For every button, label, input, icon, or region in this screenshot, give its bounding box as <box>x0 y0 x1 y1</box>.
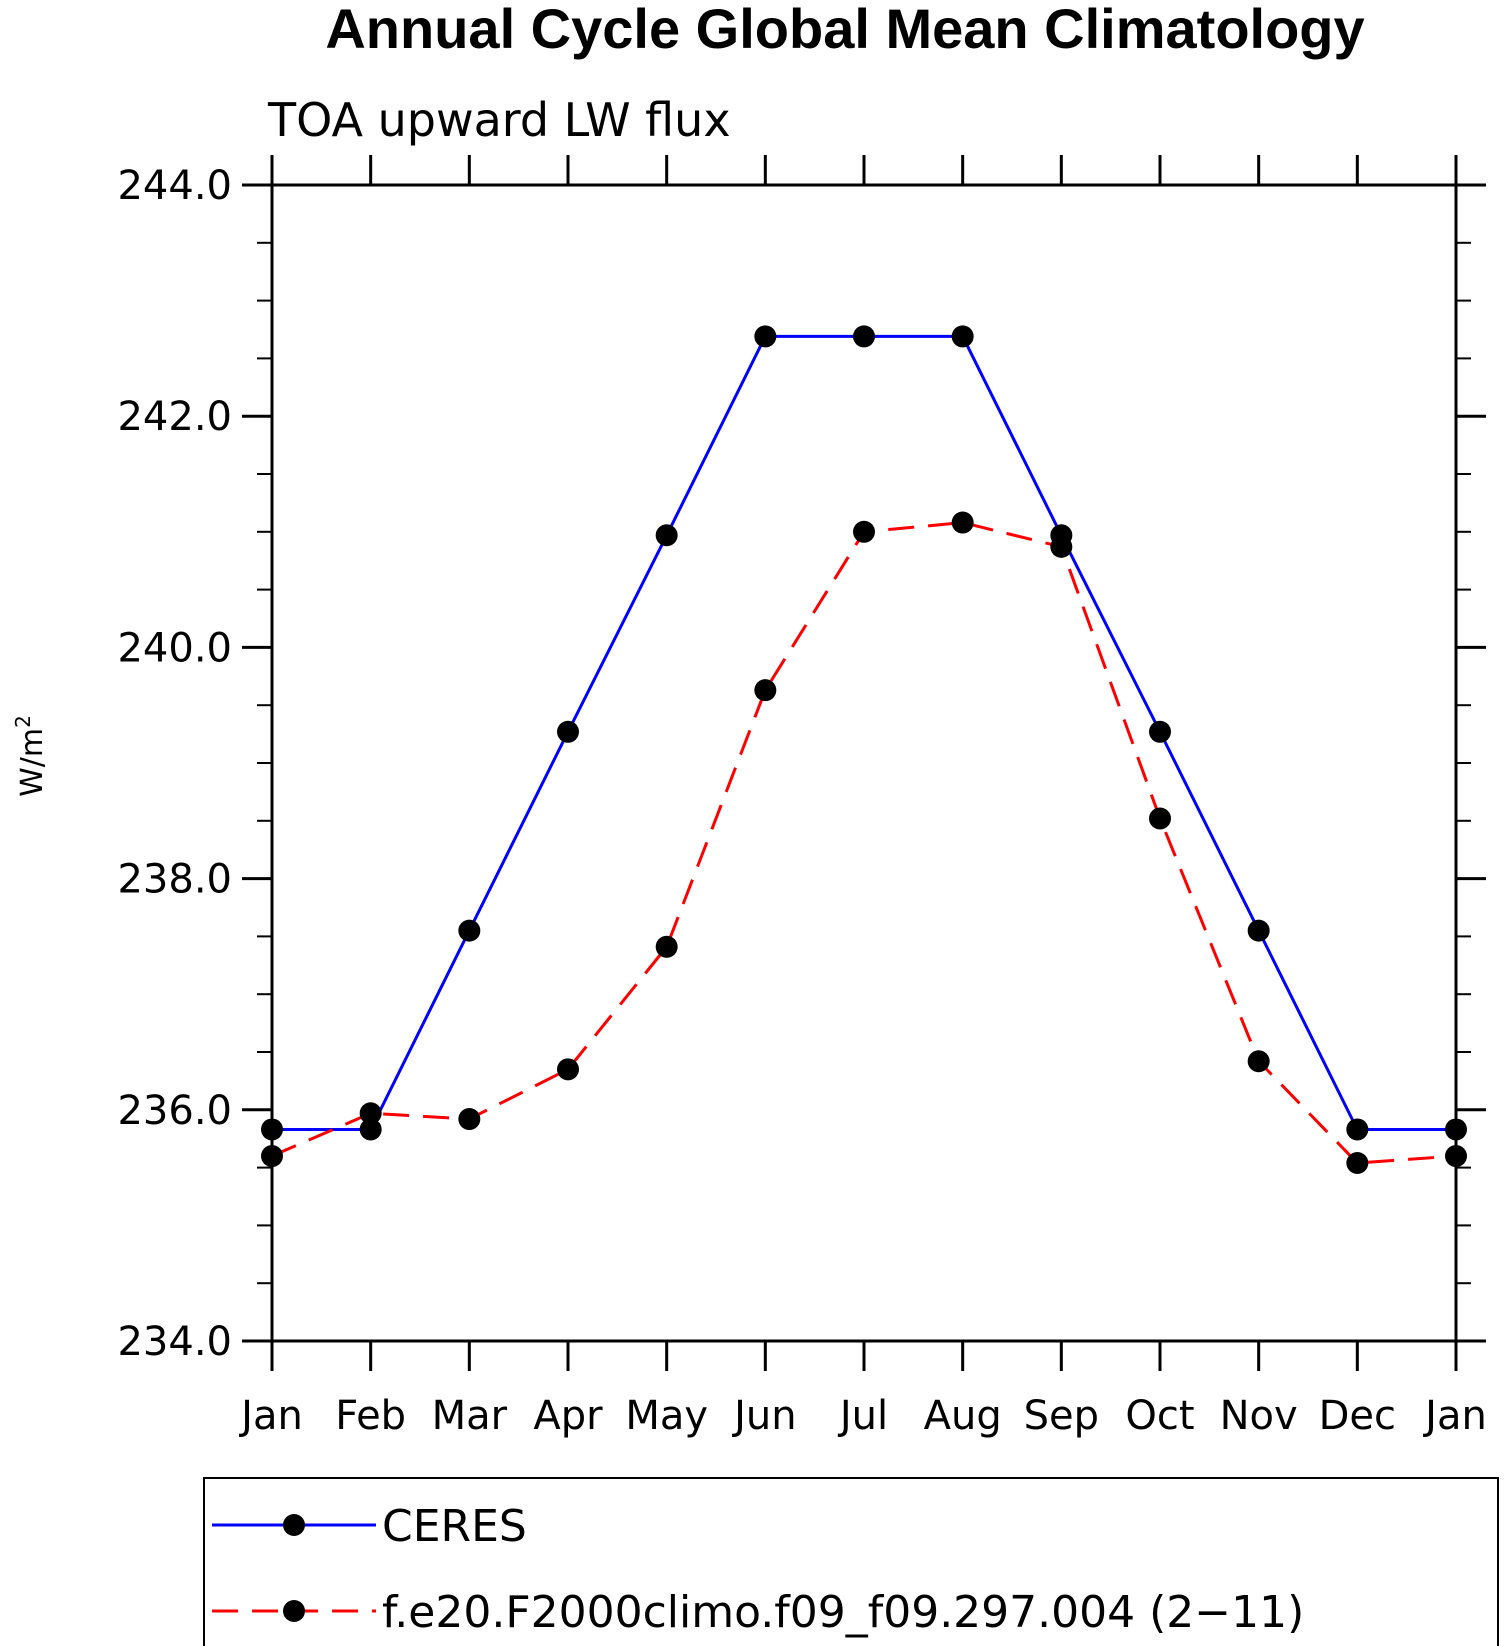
data-point <box>655 935 678 958</box>
data-point <box>261 1118 283 1141</box>
data-point <box>557 1058 579 1081</box>
legend-marker <box>283 1600 305 1622</box>
data-point <box>1445 1145 1467 1168</box>
legend-marker <box>283 1514 305 1536</box>
x-tick-label: Aug <box>924 1393 1002 1439</box>
legend-label: CERES <box>382 1501 527 1552</box>
data-point <box>458 1108 481 1131</box>
data-point <box>1050 535 1073 558</box>
data-point <box>655 524 678 547</box>
chart-title: Annual Cycle Global Mean Climatology <box>325 0 1364 60</box>
x-tick-label: Mar <box>432 1393 508 1439</box>
x-tick-label: Sep <box>1024 1393 1099 1439</box>
legend-label: f.e20.F2000climo.f09_f09.297.004 (2−11) <box>382 1587 1304 1638</box>
x-tick-label: Feb <box>335 1393 406 1439</box>
data-point <box>359 1102 382 1125</box>
axis-tick-labels: Jan Feb Mar Apr May Jun Jul Aug Sep Oct Nov Dec Jan2… <box>117 163 1486 1439</box>
data-point <box>1149 807 1171 830</box>
data-point <box>1247 1050 1270 1073</box>
series-group <box>261 325 1467 1174</box>
axis-ticks <box>242 155 1486 1371</box>
data-point <box>853 520 875 543</box>
x-tick-label: Jul <box>837 1393 888 1439</box>
plot-frame <box>270 183 1458 1343</box>
y-tick-label: 242.0 <box>117 394 232 440</box>
y-axis-label-superscript: 2 <box>11 715 35 728</box>
y-tick-label: 240.0 <box>117 625 232 671</box>
x-tick-label: Oct <box>1125 1393 1194 1439</box>
data-point <box>951 511 974 534</box>
data-point <box>951 325 974 348</box>
x-tick-label: Dec <box>1319 1393 1396 1439</box>
legend: CERES f.e20.F2000climo.f09_f09.297.004 (2… <box>212 1501 1304 1638</box>
data-point <box>1247 919 1270 942</box>
y-axis-label-text: W/m <box>15 728 50 797</box>
data-point <box>853 325 875 348</box>
data-point <box>458 919 481 942</box>
y-tick-label: 236.0 <box>117 1088 232 1134</box>
data-point <box>557 720 579 743</box>
x-tick-label: Jun <box>731 1393 797 1439</box>
x-tick-label: May <box>625 1393 708 1439</box>
data-point <box>754 325 777 348</box>
data-point <box>1445 1118 1467 1141</box>
data-point <box>1346 1151 1369 1174</box>
data-point <box>261 1145 283 1168</box>
data-point <box>754 679 777 702</box>
x-tick-label: Jan <box>1422 1393 1487 1439</box>
data-point <box>1346 1118 1369 1141</box>
x-tick-label: Apr <box>533 1393 603 1439</box>
y-axis-label: W/m2 <box>11 715 50 797</box>
data-point <box>1149 720 1171 743</box>
legend-box <box>203 1477 1499 1646</box>
data-point <box>359 1118 382 1141</box>
y-tick-label: 244.0 <box>117 163 232 209</box>
y-tick-label: 238.0 <box>117 857 232 903</box>
x-tick-label: Nov <box>1220 1393 1298 1439</box>
y-tick-label: 234.0 <box>117 1319 232 1365</box>
x-tick-label: Jan <box>238 1393 303 1439</box>
chart-subtitle: TOA upward LW flux <box>267 93 731 147</box>
series-line <box>271 521 1457 1165</box>
series-line <box>272 334 1456 1131</box>
